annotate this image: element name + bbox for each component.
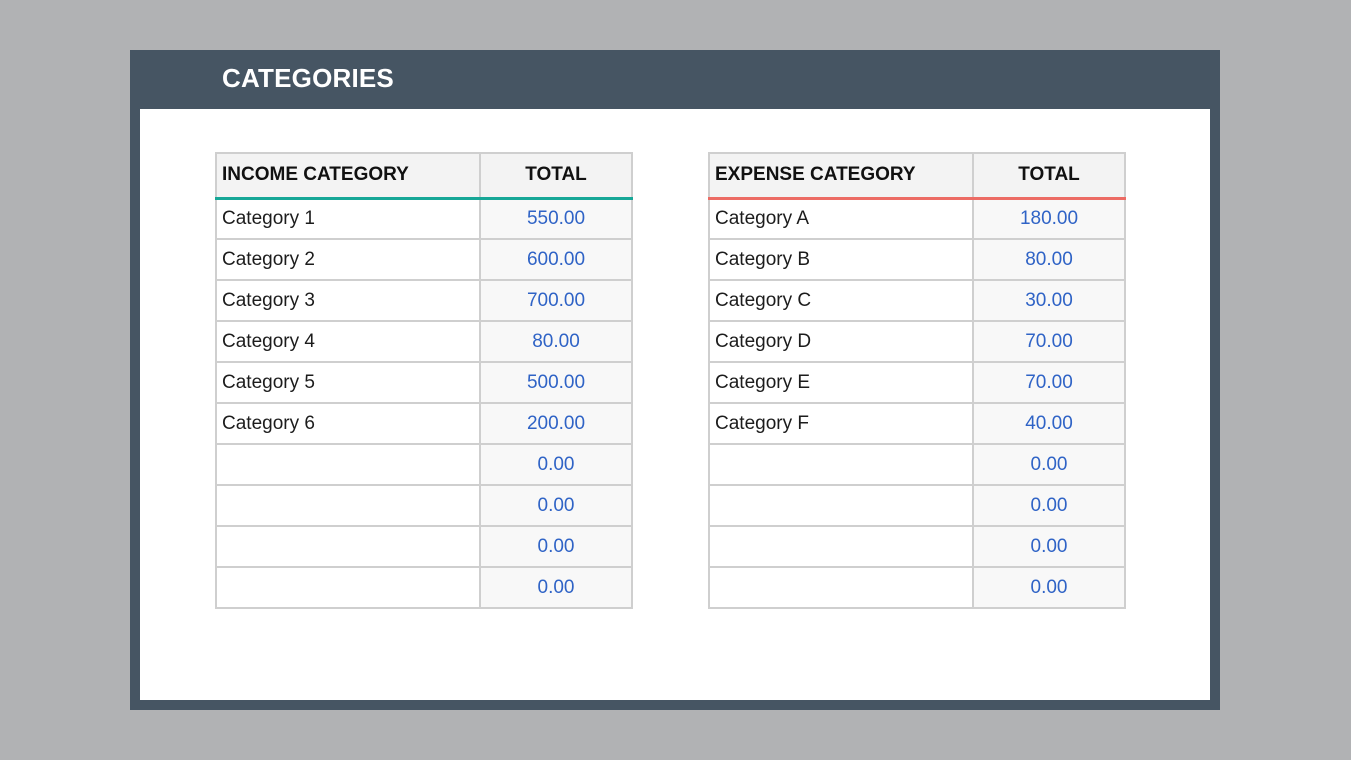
expense-header-row: EXPENSE CATEGORY TOTAL: [708, 152, 1126, 200]
table-row: Category C 30.00: [708, 279, 1126, 322]
income-total-cell[interactable]: 600.00: [479, 238, 633, 281]
table-row: 0.00: [708, 525, 1126, 568]
expense-total-cell[interactable]: 0.00: [972, 525, 1126, 568]
table-row: Category A 180.00: [708, 197, 1126, 240]
table-row: 0.00: [708, 566, 1126, 609]
table-row: Category 6 200.00: [215, 402, 633, 445]
expense-category-cell[interactable]: Category B: [708, 238, 974, 281]
expense-total-cell[interactable]: 180.00: [972, 197, 1126, 240]
expense-total-header: TOTAL: [972, 152, 1126, 200]
table-row: Category B 80.00: [708, 238, 1126, 281]
expense-category-cell[interactable]: Category E: [708, 361, 974, 404]
table-row: Category 1 550.00: [215, 197, 633, 240]
table-row: 0.00: [215, 443, 633, 486]
expense-total-cell[interactable]: 40.00: [972, 402, 1126, 445]
expense-total-cell[interactable]: 80.00: [972, 238, 1126, 281]
table-row: Category 3 700.00: [215, 279, 633, 322]
expense-total-cell[interactable]: 70.00: [972, 320, 1126, 363]
income-category-cell[interactable]: Category 4: [215, 320, 481, 363]
income-category-cell[interactable]: [215, 525, 481, 568]
table-row: Category 4 80.00: [215, 320, 633, 363]
expense-category-header: EXPENSE CATEGORY: [708, 152, 974, 200]
expense-total-cell[interactable]: 0.00: [972, 484, 1126, 527]
expense-category-cell[interactable]: Category D: [708, 320, 974, 363]
income-category-cell[interactable]: [215, 443, 481, 486]
sheet-body: INCOME CATEGORY TOTAL Category 1 550.00 …: [140, 109, 1210, 700]
categories-sheet: CATEGORIES INCOME CATEGORY TOTAL Categor…: [130, 50, 1220, 710]
expense-category-cell[interactable]: Category A: [708, 197, 974, 240]
income-total-header: TOTAL: [479, 152, 633, 200]
expense-total-cell[interactable]: 30.00: [972, 279, 1126, 322]
income-category-cell[interactable]: Category 3: [215, 279, 481, 322]
table-row: 0.00: [215, 566, 633, 609]
table-row: 0.00: [708, 484, 1126, 527]
table-row: 0.00: [215, 525, 633, 568]
expense-category-table: EXPENSE CATEGORY TOTAL Category A 180.00…: [708, 152, 1126, 609]
table-row: Category F 40.00: [708, 402, 1126, 445]
expense-category-cell[interactable]: [708, 525, 974, 568]
income-total-cell[interactable]: 80.00: [479, 320, 633, 363]
income-category-cell[interactable]: [215, 566, 481, 609]
income-total-cell[interactable]: 200.00: [479, 402, 633, 445]
income-header-row: INCOME CATEGORY TOTAL: [215, 152, 633, 200]
table-row: 0.00: [215, 484, 633, 527]
income-category-cell[interactable]: Category 2: [215, 238, 481, 281]
income-total-cell[interactable]: 0.00: [479, 484, 633, 527]
expense-category-cell[interactable]: [708, 566, 974, 609]
income-category-cell[interactable]: [215, 484, 481, 527]
income-total-cell[interactable]: 0.00: [479, 525, 633, 568]
table-row: 0.00: [708, 443, 1126, 486]
income-category-header: INCOME CATEGORY: [215, 152, 481, 200]
expense-category-cell[interactable]: [708, 484, 974, 527]
income-total-cell[interactable]: 500.00: [479, 361, 633, 404]
income-category-cell[interactable]: Category 5: [215, 361, 481, 404]
table-row: Category D 70.00: [708, 320, 1126, 363]
expense-category-cell[interactable]: [708, 443, 974, 486]
income-total-cell[interactable]: 550.00: [479, 197, 633, 240]
income-category-cell[interactable]: Category 1: [215, 197, 481, 240]
expense-category-cell[interactable]: Category C: [708, 279, 974, 322]
income-total-cell[interactable]: 700.00: [479, 279, 633, 322]
income-total-cell[interactable]: 0.00: [479, 443, 633, 486]
table-row: Category E 70.00: [708, 361, 1126, 404]
expense-total-cell[interactable]: 0.00: [972, 566, 1126, 609]
page-title: CATEGORIES: [222, 63, 394, 93]
expense-category-cell[interactable]: Category F: [708, 402, 974, 445]
income-total-cell[interactable]: 0.00: [479, 566, 633, 609]
income-category-table: INCOME CATEGORY TOTAL Category 1 550.00 …: [215, 152, 633, 609]
table-row: Category 2 600.00: [215, 238, 633, 281]
expense-total-cell[interactable]: 70.00: [972, 361, 1126, 404]
table-row: Category 5 500.00: [215, 361, 633, 404]
expense-total-cell[interactable]: 0.00: [972, 443, 1126, 486]
income-category-cell[interactable]: Category 6: [215, 402, 481, 445]
